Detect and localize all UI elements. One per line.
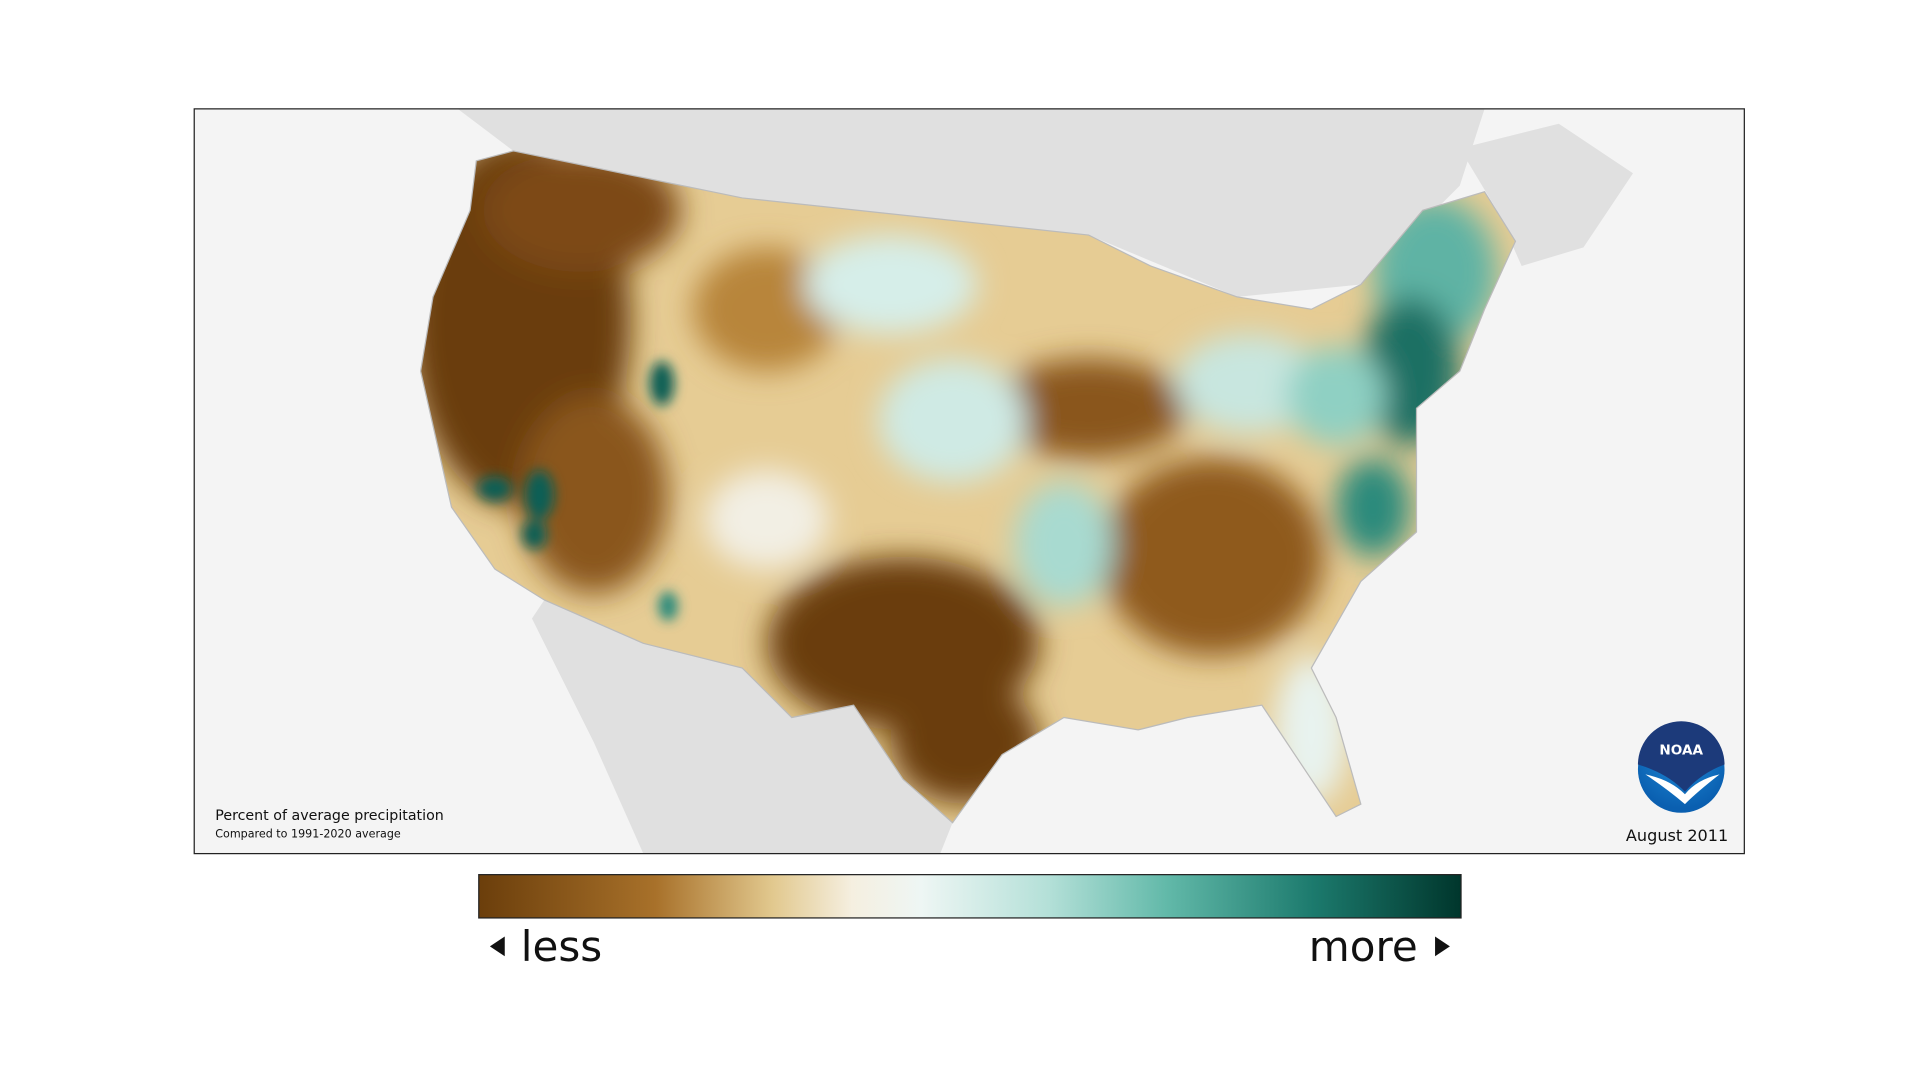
- legend-more: more: [1309, 922, 1418, 971]
- map-date: August 2011: [1626, 826, 1728, 845]
- canada-east: [1459, 123, 1633, 266]
- mexico: [531, 600, 953, 854]
- map-subtitle: Compared to 1991-2020 average: [215, 828, 401, 841]
- map: [194, 108, 1745, 854]
- map-frame: [193, 108, 1745, 855]
- noaa-logo: NOAA: [1637, 721, 1725, 813]
- color-bar: [478, 874, 1462, 919]
- legend-less: less: [521, 922, 602, 971]
- logo-text: NOAA: [1659, 743, 1703, 759]
- map-title: Percent of average precipitation: [215, 808, 444, 824]
- canada: [457, 108, 1485, 297]
- more-arrow: [1435, 936, 1450, 957]
- less-arrow: [489, 936, 505, 957]
